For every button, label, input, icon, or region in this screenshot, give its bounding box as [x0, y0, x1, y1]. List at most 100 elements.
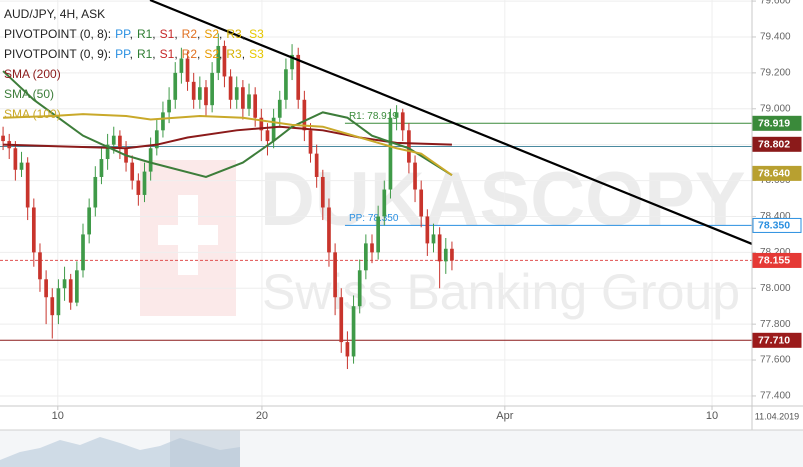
candle-body: [154, 130, 159, 149]
pivot-legend-sep: ,: [130, 27, 133, 41]
candle-body: [68, 279, 73, 303]
candle-body: [308, 130, 313, 154]
candle-body: [314, 153, 319, 177]
candle-body: [210, 72, 214, 106]
candle-body: [327, 207, 331, 253]
pivot-legend-item: S1: [160, 47, 175, 61]
candle-body: [75, 270, 79, 303]
pivot-legend-sep: ,: [152, 27, 155, 41]
pivot-legend-item: R1: [137, 47, 153, 61]
candle-body: [259, 117, 264, 131]
candle-body: [241, 87, 245, 109]
pivot-legend-sep: ,: [242, 27, 245, 41]
candle-body: [400, 112, 405, 131]
pivot-legend-sep: ,: [152, 47, 155, 61]
candle-body: [388, 117, 393, 190]
date-label: 11.04.2019: [755, 411, 799, 421]
price-tag: [752, 136, 802, 152]
y-tick-label: 77.600: [760, 355, 791, 366]
y-tick-label: 78.200: [760, 247, 791, 258]
candle-body: [320, 176, 325, 208]
price-axis-bg: [752, 0, 803, 430]
candle-body: [302, 99, 307, 131]
candle-body: [364, 243, 368, 271]
pivot-legend-item: R1: [137, 27, 153, 41]
price-tag: [752, 217, 802, 233]
candle-body: [142, 171, 147, 195]
candle-body: [265, 130, 270, 142]
candle-body: [247, 94, 251, 109]
watermark: DUKASCOPY Swiss Banking Group: [140, 157, 746, 320]
legend-entry: SMA (100): [4, 107, 61, 121]
x-tick-label: 10: [706, 410, 718, 422]
candle-body: [204, 87, 208, 106]
price-tag-label: 78.802: [758, 139, 790, 151]
pivot-legend: PIVOTPOINT (0, 9): PP, R1, S1, R2, S2, R3, S3: [4, 47, 264, 61]
price-tag: [752, 252, 802, 268]
navigator: [0, 429, 803, 467]
sma-line: [3, 113, 453, 176]
price-tag: [752, 165, 802, 181]
y-tick-label: 78.400: [760, 211, 791, 222]
price-tag-label: 78.919: [758, 118, 790, 130]
y-tick-label: 79.600: [760, 0, 791, 7]
candle-body: [93, 176, 98, 208]
candle-body: [191, 81, 196, 100]
pivot-legend-item: S2: [204, 47, 219, 61]
level-label: PP: 78.350: [349, 213, 399, 224]
x-tick-label: Apr: [496, 410, 513, 422]
candle-body: [222, 45, 227, 77]
candle-body: [431, 234, 436, 244]
pivot-legend-sep: ,: [219, 47, 222, 61]
candle-body: [173, 72, 178, 100]
price-tag: [752, 332, 802, 348]
axes: 77.400 77.600 77.800 78.000 78.200 78.400 78.6…: [0, 0, 803, 422]
x-tick-label: 20: [256, 410, 268, 422]
candle-body: [25, 162, 30, 208]
legend-entry: SMA (200): [4, 67, 61, 81]
price-tag-label: 77.710: [758, 335, 790, 347]
pivot-legend-item: PP: [115, 47, 131, 61]
price-tag-label: 78.350: [758, 220, 790, 232]
sma-line: [3, 125, 452, 150]
candle-body: [376, 216, 380, 253]
candle-body: [99, 159, 104, 177]
price-tag-label: 78.640: [758, 168, 790, 180]
pivot-legend-item: S3: [249, 27, 264, 41]
candle-body: [407, 130, 411, 163]
pivot-legend-label: PIVOTPOINT (0, 9):: [4, 47, 111, 61]
pivot-legend-sep: ,: [242, 47, 245, 61]
trend-line: [149, 0, 753, 245]
candle-body: [339, 297, 344, 343]
legend: AUD/JPY, 4H, ASK PIVOTPOINT (0, 8): PP, R1…: [4, 7, 264, 121]
levels: R1: 78.919 PP: 78.350: [0, 111, 752, 341]
candle-body: [351, 306, 356, 357]
candle-body: [443, 248, 448, 262]
pivot-legend-sep: ,: [197, 47, 200, 61]
y-tick-label: 79.400: [760, 32, 791, 43]
pivot-legend-item: R3: [226, 27, 242, 41]
y-tick-label: 78.000: [760, 283, 791, 294]
pivot-legend-label: PIVOTPOINT (0, 8):: [4, 27, 111, 41]
pivot-legend-item: R3: [226, 47, 242, 61]
candle-body: [185, 58, 190, 82]
candle-body: [394, 112, 399, 118]
watermark-cross: [158, 195, 218, 275]
candle-body: [277, 99, 282, 118]
candle-body: [19, 162, 24, 170]
pivot-legend-item: S1: [160, 27, 175, 41]
candle-body: [81, 234, 85, 271]
chart-title: AUD/JPY, 4H, ASK: [4, 7, 105, 21]
y-tick-label: 77.800: [760, 319, 791, 330]
candle-body: [38, 252, 42, 280]
candle-body: [13, 148, 18, 170]
pivot-legend-item: R2: [182, 27, 198, 41]
y-tick-label: 79.000: [760, 103, 791, 114]
y-tick-label: 77.400: [760, 391, 791, 402]
price-tag: [752, 115, 802, 131]
pivot-legend-item: PP: [115, 27, 131, 41]
x-tick-label: 10: [52, 410, 64, 422]
pivot-legend-item: S3: [249, 47, 264, 61]
candle-body: [56, 288, 61, 316]
